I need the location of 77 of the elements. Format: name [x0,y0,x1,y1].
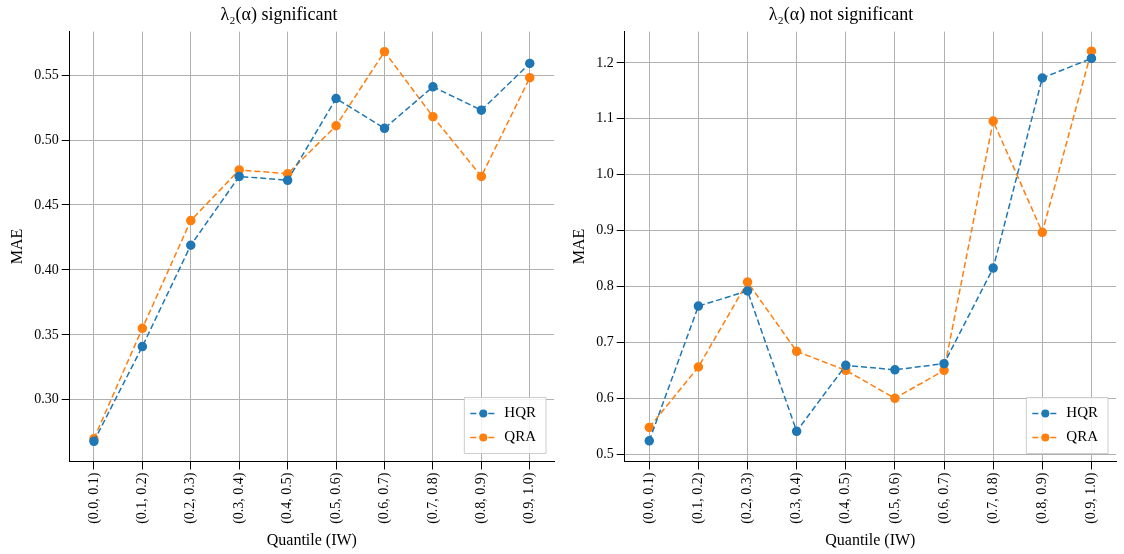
y-tick-label: 0.30 [34,391,59,407]
y-tick-label: 0.6 [596,389,614,405]
x-tick-label: (0.8, 0.9) [473,472,490,524]
x-tick-label: (0.0, 0.1) [640,472,657,524]
y-tick-label: 0.55 [34,66,59,82]
point [476,105,487,115]
x-tick-label: (0.3, 0.4) [788,472,805,524]
point [186,240,196,250]
x-tick-label: (0.1, 0.2) [134,472,151,524]
point [742,277,753,287]
y-tick-label: 0.7 [596,334,614,350]
x-tick-label: (0.7, 0.8) [424,472,441,524]
legend-label: QRA [504,428,537,445]
x-tick-label: (0.2, 0.3) [182,472,199,524]
point [282,175,293,186]
x-tick-label: (0.1, 0.2) [690,472,707,524]
y-tick-label: 0.8 [596,278,614,294]
point [742,286,753,296]
y-axis-title: MAE [569,228,587,265]
point [644,422,655,433]
point [525,72,535,83]
y-tick-label: 1.2 [596,54,614,70]
chart-title: λ₂(α) not significant [768,3,914,25]
point [890,393,900,404]
point [988,263,998,273]
x-tick-label: (0.2, 0.3) [739,472,756,524]
x-tick-label: (0.3, 0.4) [230,472,247,524]
legend-label: QRA [1066,428,1099,445]
point [988,116,998,126]
point [137,323,148,334]
y-tick-label: 0.35 [34,326,59,342]
point [525,58,535,69]
x-tick-label: (0.0, 0.1) [85,472,102,524]
point [644,436,655,446]
point [693,301,704,311]
point [841,360,851,371]
y-tick-label: 0.40 [34,261,59,277]
point [186,215,196,226]
x-tick-label: (0.5, 0.6) [886,472,903,524]
point [939,358,949,369]
y-axis-title: MAE [7,228,25,265]
point [1086,53,1097,64]
point [234,171,244,182]
chart-title: λ₂(α) significant [220,3,338,25]
x-tick-label: (0.6, 0.7) [376,472,393,524]
point [379,46,390,57]
point [890,365,900,375]
point [137,341,148,352]
point [379,123,390,134]
point [428,82,438,92]
x-axis-title: Quantile (IW) [825,530,916,549]
legend-label: HQR [1066,404,1098,421]
y-tick-label: 0.9 [596,222,614,238]
point [331,121,341,131]
point [1037,73,1048,83]
x-tick-label: (0.8, 0.9) [1033,472,1050,524]
point [791,426,802,437]
y-tick-label: 0.50 [34,131,59,147]
point [476,171,487,182]
x-tick-label: (0.4, 0.5) [837,472,854,524]
y-tick-label: 1.0 [596,166,614,182]
y-tick-label: 0.5 [596,445,614,461]
legend-label: HQR [504,404,536,421]
x-tick-label: (0.6, 0.7) [935,472,952,524]
x-tick-label: (0.5, 0.6) [327,472,344,524]
point [1037,227,1048,238]
y-tick-label: 1.1 [596,110,614,126]
point [331,93,341,104]
x-tick-label: (0.7, 0.8) [984,472,1001,524]
x-tick-label: (0.9, 1.0) [1083,472,1100,524]
y-tick-label: 0.45 [34,196,59,212]
x-axis-title: Quantile (IW) [266,530,357,549]
x-tick-label: (0.9, 1.0) [521,472,538,524]
point [791,346,802,357]
point [693,362,704,372]
point [428,111,438,122]
x-tick-label: (0.4, 0.5) [279,472,296,524]
